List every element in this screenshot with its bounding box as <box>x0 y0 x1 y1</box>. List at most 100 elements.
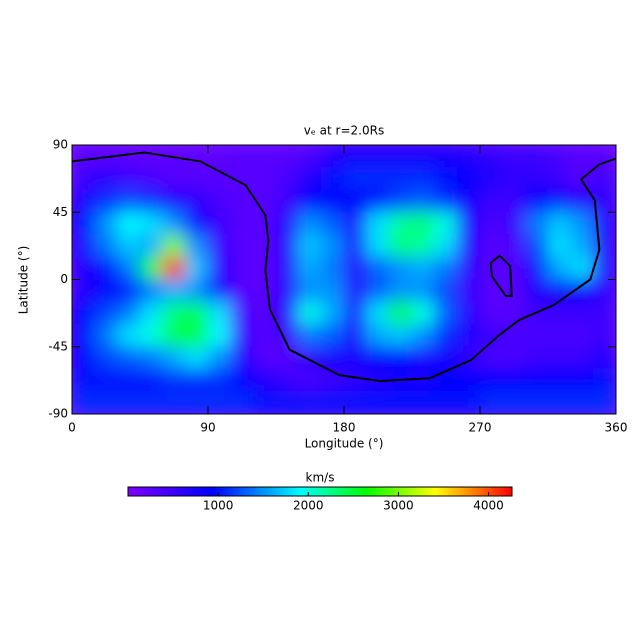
cell <box>524 323 549 348</box>
cell <box>230 279 254 303</box>
cell <box>207 279 232 303</box>
cell <box>570 323 594 348</box>
cell <box>388 391 413 414</box>
cell <box>456 323 481 348</box>
cell <box>252 391 277 414</box>
cell <box>207 301 232 325</box>
cell <box>547 189 572 213</box>
y-tick-label: -90 <box>48 407 68 421</box>
cell <box>275 211 300 236</box>
cell <box>479 346 504 370</box>
contours <box>72 151 616 383</box>
cell <box>320 346 345 370</box>
cell <box>184 256 209 280</box>
cell <box>230 368 254 393</box>
cell <box>366 323 390 348</box>
cell <box>570 346 594 370</box>
cell <box>207 346 232 370</box>
cell <box>252 234 277 258</box>
cell <box>94 346 118 370</box>
cell <box>184 301 209 325</box>
cell <box>592 368 616 393</box>
y-axis-label: Latitude (°) <box>17 246 31 315</box>
cell <box>592 301 616 325</box>
cell <box>479 323 504 348</box>
cell <box>570 211 594 236</box>
cell <box>116 145 141 168</box>
cell <box>366 346 390 370</box>
cell <box>94 234 118 258</box>
cell <box>72 189 96 213</box>
cells <box>72 145 616 414</box>
cell <box>72 391 96 414</box>
cell <box>479 145 504 168</box>
cell <box>502 323 526 348</box>
cell <box>343 391 368 414</box>
cell <box>298 391 322 414</box>
cell <box>116 256 141 280</box>
cell <box>343 346 368 370</box>
contour-line <box>489 254 513 297</box>
cell <box>162 189 186 213</box>
cell <box>479 211 504 236</box>
cell <box>298 256 322 280</box>
cell <box>94 301 118 325</box>
cell <box>411 234 436 258</box>
cell <box>162 391 186 414</box>
cell <box>252 166 277 191</box>
cell <box>592 211 616 236</box>
cell <box>162 368 186 393</box>
y-tick-label: -45 <box>48 339 68 353</box>
colorbar-tick-label: 2000 <box>293 499 324 513</box>
cell <box>230 189 254 213</box>
cell <box>72 234 96 258</box>
cell <box>388 234 413 258</box>
cell <box>252 346 277 370</box>
cell <box>343 145 368 168</box>
cell <box>570 301 594 325</box>
cell <box>547 368 572 393</box>
cell <box>570 189 594 213</box>
cell <box>524 166 549 191</box>
cell <box>275 189 300 213</box>
cell <box>139 279 164 303</box>
cell <box>411 368 436 393</box>
cell <box>366 301 390 325</box>
cell <box>275 145 300 168</box>
cell <box>434 301 458 325</box>
cell <box>116 166 141 191</box>
cell <box>502 234 526 258</box>
cell <box>388 166 413 191</box>
cell <box>547 346 572 370</box>
cell <box>94 166 118 191</box>
cell <box>207 234 232 258</box>
cell <box>207 323 232 348</box>
cell <box>366 145 390 168</box>
cell <box>366 189 390 213</box>
cell <box>502 346 526 370</box>
cell <box>230 234 254 258</box>
cell <box>547 145 572 168</box>
cell <box>162 323 186 348</box>
cell <box>94 368 118 393</box>
cell <box>320 166 345 191</box>
cell <box>162 346 186 370</box>
cell <box>139 368 164 393</box>
cell <box>207 391 232 414</box>
cell <box>343 256 368 280</box>
cell <box>116 189 141 213</box>
cell <box>320 301 345 325</box>
cell <box>116 234 141 258</box>
cell <box>275 234 300 258</box>
cell <box>456 346 481 370</box>
x-tick-label: 180 <box>333 421 356 435</box>
x-tick-label: 270 <box>469 421 492 435</box>
cell <box>592 166 616 191</box>
cell <box>139 323 164 348</box>
cell <box>139 256 164 280</box>
cell <box>116 346 141 370</box>
cell <box>434 166 458 191</box>
cell <box>524 346 549 370</box>
cell <box>207 166 232 191</box>
